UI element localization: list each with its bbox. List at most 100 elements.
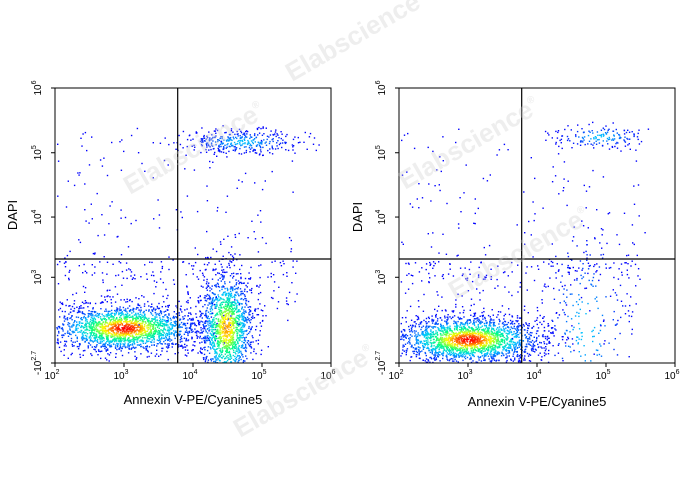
scatter-point <box>147 327 149 329</box>
scatter-point <box>450 351 453 353</box>
scatter-point <box>139 336 142 338</box>
scatter-point <box>451 310 453 312</box>
scatter-point <box>219 290 221 292</box>
scatter-point <box>220 306 222 308</box>
scatter-point <box>124 216 127 219</box>
scatter-point <box>93 334 95 336</box>
scatter-point <box>254 133 256 135</box>
scatter-point <box>180 305 182 307</box>
scatter-point <box>236 187 238 189</box>
scatter-point <box>172 324 174 327</box>
scatter-point <box>80 329 82 332</box>
scatter-point <box>482 335 484 337</box>
scatter-point <box>115 325 117 327</box>
scatter-point <box>148 309 150 311</box>
scatter-point <box>233 331 235 334</box>
scatter-point <box>245 149 248 152</box>
scatter-point <box>206 200 209 202</box>
scatter-point <box>107 335 109 337</box>
scatter-point <box>315 149 317 152</box>
scatter-point <box>78 322 81 325</box>
scatter-point <box>432 326 434 328</box>
scatter-point <box>202 328 204 330</box>
scatter-point <box>241 313 243 315</box>
scatter-point <box>204 140 206 142</box>
scatter-point <box>246 329 248 332</box>
scatter-point <box>430 339 432 341</box>
scatter-point <box>160 311 163 313</box>
scatter-point <box>75 327 77 329</box>
scatter-point <box>114 334 116 336</box>
scatter-point <box>251 312 254 315</box>
scatter-point <box>94 252 96 254</box>
scatter-point <box>219 341 221 343</box>
scatter-point <box>65 345 67 347</box>
scatter-point <box>165 346 168 348</box>
scatter-point <box>155 308 157 310</box>
scatter-point <box>59 316 61 318</box>
scatter-point <box>142 340 144 342</box>
scatter-point <box>242 332 245 335</box>
scatter-point <box>93 310 96 313</box>
scatter-point <box>205 148 207 151</box>
scatter-point <box>59 341 62 343</box>
scatter-point <box>67 357 69 359</box>
scatter-point <box>241 303 243 305</box>
scatter-point <box>234 318 236 320</box>
scatter-point <box>158 307 160 310</box>
scatter-point <box>456 329 459 331</box>
scatter-point <box>97 314 99 317</box>
scatter-point <box>240 273 242 275</box>
scatter-point <box>232 287 234 289</box>
scatter-point <box>232 323 234 325</box>
scatter-point <box>226 289 229 292</box>
scatter-point <box>112 322 114 325</box>
scatter-point <box>444 327 446 329</box>
scatter-point <box>226 347 229 350</box>
scatter-point <box>534 348 537 350</box>
scatter-point <box>232 340 234 342</box>
scatter-point <box>514 359 516 361</box>
scatter-point <box>237 329 239 331</box>
scatter-point <box>79 344 81 346</box>
scatter-point <box>191 328 193 331</box>
scatter-point <box>112 326 114 328</box>
scatter-point <box>480 360 483 362</box>
scatter-point <box>228 351 231 354</box>
scatter-point <box>215 286 218 288</box>
scatter-point <box>148 355 150 358</box>
scatter-point <box>96 330 98 333</box>
scatter-point <box>135 339 137 341</box>
scatter-point <box>465 335 467 337</box>
scatter-point <box>190 318 193 320</box>
scatter-point <box>427 346 429 348</box>
scatter-point <box>138 323 140 325</box>
scatter-point <box>168 331 170 334</box>
scatter-point <box>203 338 205 340</box>
scatter-point <box>446 358 448 360</box>
scatter-point <box>244 343 247 346</box>
scatter-point <box>116 236 118 238</box>
scatter-point <box>462 352 465 355</box>
scatter-point <box>514 348 517 350</box>
scatter-point <box>63 334 65 337</box>
scatter-point <box>217 150 220 152</box>
scatter-point <box>236 258 238 261</box>
scatter-point <box>473 330 476 333</box>
scatter-point <box>235 344 237 346</box>
scatter-point <box>80 305 82 307</box>
scatter-point <box>520 361 522 363</box>
scatter-point <box>238 309 240 311</box>
scatter-point <box>502 346 504 348</box>
scatter-point <box>235 319 237 321</box>
scatter-point <box>200 347 202 349</box>
scatter-point <box>191 319 194 321</box>
scatter-point <box>486 331 489 333</box>
scatter-point <box>462 323 464 326</box>
scatter-point <box>183 337 186 339</box>
scatter-point <box>247 319 249 321</box>
scatter-point <box>110 333 112 335</box>
scatter-point <box>212 346 214 348</box>
scatter-point <box>169 323 171 325</box>
scatter-point <box>437 346 439 349</box>
